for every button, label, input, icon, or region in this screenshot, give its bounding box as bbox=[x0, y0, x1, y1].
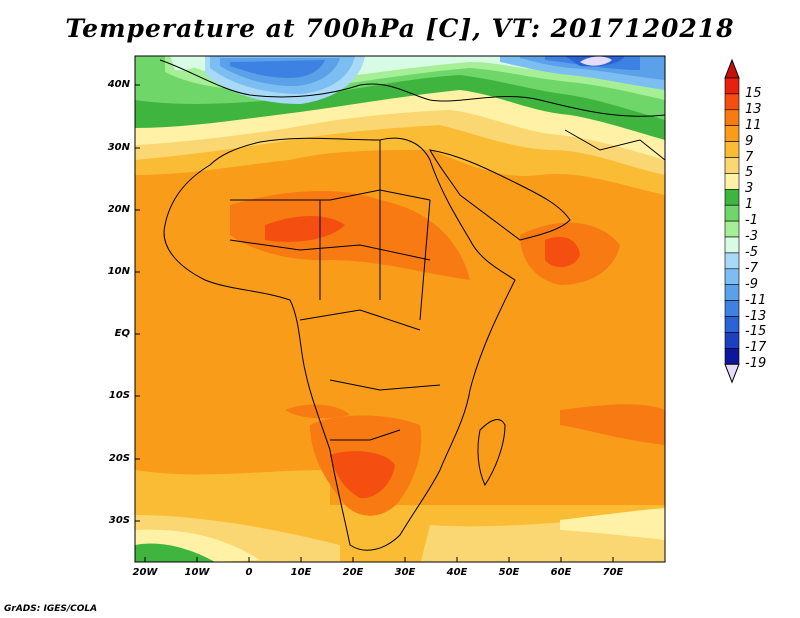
colorbar-swatch bbox=[724, 252, 740, 270]
colorbar-swatch bbox=[724, 157, 740, 174]
credit-text: GrADS: IGES/COLA bbox=[4, 604, 98, 614]
colorbar-label: -13 bbox=[745, 308, 767, 324]
africa-coastline bbox=[163, 137, 516, 551]
asia-border bbox=[564, 129, 665, 161]
colorbar-swatch bbox=[724, 268, 740, 285]
field-atlantic-m3 bbox=[170, 56, 205, 71]
colorbar-swatch bbox=[724, 93, 740, 111]
coastlines bbox=[159, 59, 665, 551]
colorbar-swatch bbox=[724, 204, 740, 222]
lat-label-10n: 10N bbox=[107, 266, 130, 277]
colorbar-label: 7 bbox=[745, 149, 754, 165]
lat-label-30s: 30S bbox=[108, 515, 130, 526]
madagascar-coastline bbox=[477, 419, 506, 487]
colorbar-swatch bbox=[724, 284, 740, 301]
colorbar-swatch bbox=[724, 173, 740, 190]
colorbar-label: -19 bbox=[745, 356, 767, 372]
lon-label-0: 0 bbox=[245, 567, 253, 578]
colorbar-swatch bbox=[724, 189, 740, 206]
lon-label-20w: 20W bbox=[132, 567, 158, 578]
colorbar-swatch bbox=[724, 125, 740, 142]
colorbar-label: 3 bbox=[745, 181, 754, 197]
field-arabian-sea-13 bbox=[545, 236, 580, 268]
axis-ticks bbox=[135, 84, 614, 562]
border-south-central bbox=[329, 379, 441, 391]
lon-label-10e: 10E bbox=[290, 567, 312, 578]
colorbar-label: -9 bbox=[745, 276, 758, 292]
colorbar-label: -1 bbox=[745, 213, 758, 229]
colorbar-swatch bbox=[724, 236, 740, 254]
field-sahel-13 bbox=[265, 215, 345, 242]
temperature-field bbox=[135, 56, 665, 562]
arabia-coastline bbox=[429, 149, 571, 241]
colorbar-swatch bbox=[724, 332, 740, 349]
colorbar-label: -17 bbox=[745, 340, 767, 356]
colorbar-swatch bbox=[724, 347, 740, 365]
border-sahel bbox=[229, 239, 431, 261]
colorbar-bottom-arrow bbox=[724, 363, 740, 384]
lat-label-30n: 30N bbox=[107, 142, 130, 153]
colorbar-label: 11 bbox=[745, 117, 762, 133]
lon-label-70e: 70E bbox=[602, 567, 624, 578]
border-central bbox=[299, 309, 421, 331]
colorbar-label: 5 bbox=[745, 165, 754, 181]
colorbar-label: -3 bbox=[745, 229, 758, 244]
north-coastline bbox=[159, 59, 665, 117]
field-europe-m11 bbox=[230, 60, 325, 78]
colorbar-top-arrow bbox=[724, 58, 740, 79]
colorbar-label: 13 bbox=[745, 101, 762, 117]
field-band-sw-7 bbox=[135, 470, 330, 520]
lat-label-10s: 10S bbox=[108, 390, 130, 401]
colorbar-swatch bbox=[724, 141, 740, 158]
colorbar-label: -7 bbox=[745, 260, 758, 276]
colorbar-swatch bbox=[724, 109, 740, 127]
colorbar-swatch bbox=[724, 220, 740, 238]
colorbar-swatch bbox=[724, 300, 740, 317]
colorbar-label: -15 bbox=[745, 324, 767, 340]
chart-title: Temperature at 700hPa [C], VT: 201712021… bbox=[65, 14, 735, 43]
field-band-sw-1 bbox=[135, 543, 215, 562]
field-band-se-3 bbox=[560, 508, 665, 540]
field-angola-11 bbox=[285, 404, 350, 419]
lon-label-20e: 20E bbox=[342, 567, 364, 578]
colorbar bbox=[724, 58, 740, 384]
field-south-africa-13 bbox=[330, 451, 395, 499]
colorbar-label: 1 bbox=[745, 197, 754, 213]
colorbar-label: -11 bbox=[745, 292, 767, 308]
border-southern bbox=[330, 429, 401, 441]
lon-label-60e: 60E bbox=[550, 567, 572, 578]
field-sahel-11 bbox=[230, 190, 470, 280]
lon-label-40e: 40E bbox=[446, 567, 468, 578]
field-asia-m19 bbox=[580, 56, 612, 66]
lat-label-20n: 20N bbox=[107, 204, 130, 215]
colorbar-swatch bbox=[724, 316, 740, 333]
field-indian-ocean-11 bbox=[560, 404, 665, 445]
colorbar-label: 9 bbox=[745, 133, 754, 149]
colorbar-swatch bbox=[724, 77, 740, 95]
border-meridian-3 bbox=[419, 199, 431, 321]
lon-label-30e: 30E bbox=[394, 567, 416, 578]
lat-label-40n: 40N bbox=[107, 79, 130, 90]
lat-label-20s: 20S bbox=[108, 453, 130, 464]
colorbar-label: -5 bbox=[745, 244, 758, 260]
colorbar-label: 15 bbox=[745, 85, 762, 101]
map-frame bbox=[134, 55, 666, 563]
lon-label-10w: 10W bbox=[184, 567, 210, 578]
lat-label-eq: EQ bbox=[114, 328, 130, 339]
lon-label-50e: 50E bbox=[498, 567, 520, 578]
border-sahara bbox=[230, 189, 431, 201]
